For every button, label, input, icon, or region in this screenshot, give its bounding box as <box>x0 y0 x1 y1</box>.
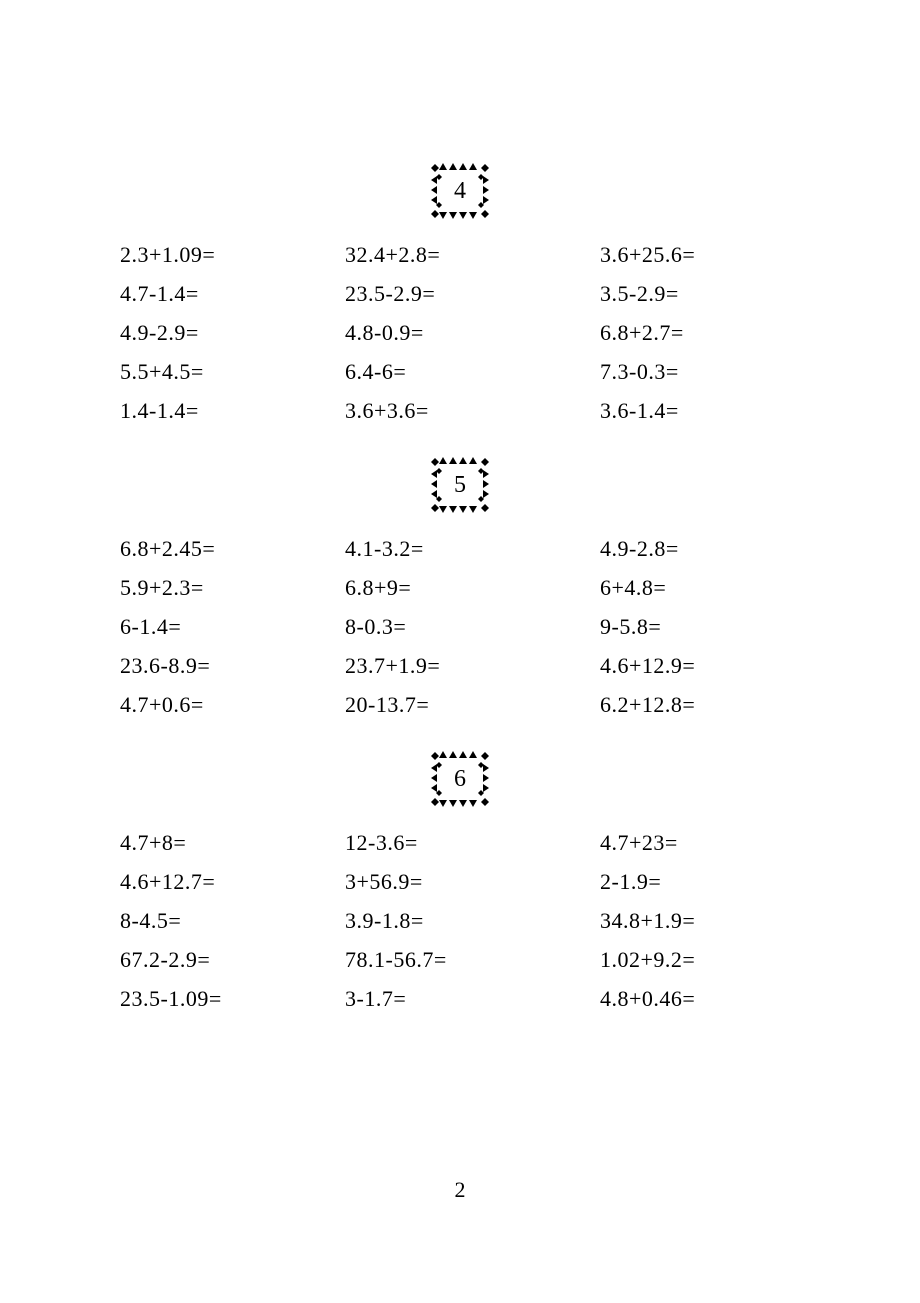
equation: 23.5-1.09= <box>120 986 345 1012</box>
equation: 3-1.7= <box>345 986 570 1012</box>
equation: 6+4.8= <box>570 575 795 601</box>
section-header: 4 <box>120 160 800 222</box>
equation: 4.9-2.8= <box>570 536 795 562</box>
equation: 12-3.6= <box>345 830 570 856</box>
decorative-box-icon: 5 <box>429 454 491 516</box>
equation: 3.6-1.4= <box>570 398 795 424</box>
equation: 3.6+25.6= <box>570 242 795 268</box>
decorative-box-icon: 6 <box>429 748 491 810</box>
equation: 2-1.9= <box>570 869 795 895</box>
equation: 23.5-2.9= <box>345 281 570 307</box>
equation: 4.7+0.6= <box>120 692 345 718</box>
equation: 4.8+0.46= <box>570 986 795 1012</box>
section: 4 2.3+1.09=32.4+2.8=3.6+25.6= 4.7-1.4=23.5… <box>120 160 800 424</box>
sections-container: 42.3+1.09=32.4+2.8=3.6+25.6=4.7-1.4=23.5… <box>120 160 800 1012</box>
equation: 5.9+2.3= <box>120 575 345 601</box>
section-header: 6 <box>120 748 800 810</box>
equation: 1.02+9.2= <box>570 947 795 973</box>
section: 6 4.7+8=12-3.6=4.7+23= 4.6+12.7=3+56.9=2-1… <box>120 748 800 1012</box>
equation: 6.8+2.7= <box>570 320 795 346</box>
section-header: 5 <box>120 454 800 516</box>
equation: 9-5.8= <box>570 614 795 640</box>
section-number: 6 <box>454 766 466 793</box>
equation: 4.6+12.9= <box>570 653 795 679</box>
equation: 23.6-8.9= <box>120 653 345 679</box>
equation: 32.4+2.8= <box>345 242 570 268</box>
equation: 3.5-2.9= <box>570 281 795 307</box>
equation: 67.2-2.9= <box>120 947 345 973</box>
equation: 1.4-1.4= <box>120 398 345 424</box>
equation: 6-1.4= <box>120 614 345 640</box>
equation: 2.3+1.09= <box>120 242 345 268</box>
equation: 5.5+4.5= <box>120 359 345 385</box>
equation: 6.4-6= <box>345 359 570 385</box>
section: 5 6.8+2.45=4.1-3.2=4.9-2.8= 5.9+2.3=6.8+9=… <box>120 454 800 718</box>
equation-grid: 4.7+8=12-3.6=4.7+23= 4.6+12.7=3+56.9=2-1.… <box>120 830 800 1012</box>
equation: 34.8+1.9= <box>570 908 795 934</box>
decorative-box-icon: 4 <box>429 160 491 222</box>
equation: 4.1-3.2= <box>345 536 570 562</box>
equation: 20-13.7= <box>345 692 570 718</box>
equation: 4.7+23= <box>570 830 795 856</box>
section-number: 5 <box>454 472 466 499</box>
equation: 7.3-0.3= <box>570 359 795 385</box>
equation-grid: 6.8+2.45=4.1-3.2=4.9-2.8=5.9+2.3=6.8+9=6… <box>120 536 800 718</box>
equation: 3+56.9= <box>345 869 570 895</box>
equation: 8-0.3= <box>345 614 570 640</box>
equation: 6.8+2.45= <box>120 536 345 562</box>
equation: 6.2+12.8= <box>570 692 795 718</box>
equation: 78.1-56.7= <box>345 947 570 973</box>
equation: 4.7+8= <box>120 830 345 856</box>
section-number: 4 <box>454 178 466 205</box>
equation: 23.7+1.9= <box>345 653 570 679</box>
page-number: 2 <box>0 1177 920 1203</box>
equation: 3.6+3.6= <box>345 398 570 424</box>
equation-grid: 2.3+1.09=32.4+2.8=3.6+25.6= 4.7-1.4=23.5-… <box>120 242 800 424</box>
equation: 4.9-2.9= <box>120 320 345 346</box>
equation: 4.7-1.4= <box>120 281 345 307</box>
equation: 8-4.5= <box>120 908 345 934</box>
equation: 4.8-0.9= <box>345 320 570 346</box>
equation: 4.6+12.7= <box>120 869 345 895</box>
equation: 6.8+9= <box>345 575 570 601</box>
equation: 3.9-1.8= <box>345 908 570 934</box>
